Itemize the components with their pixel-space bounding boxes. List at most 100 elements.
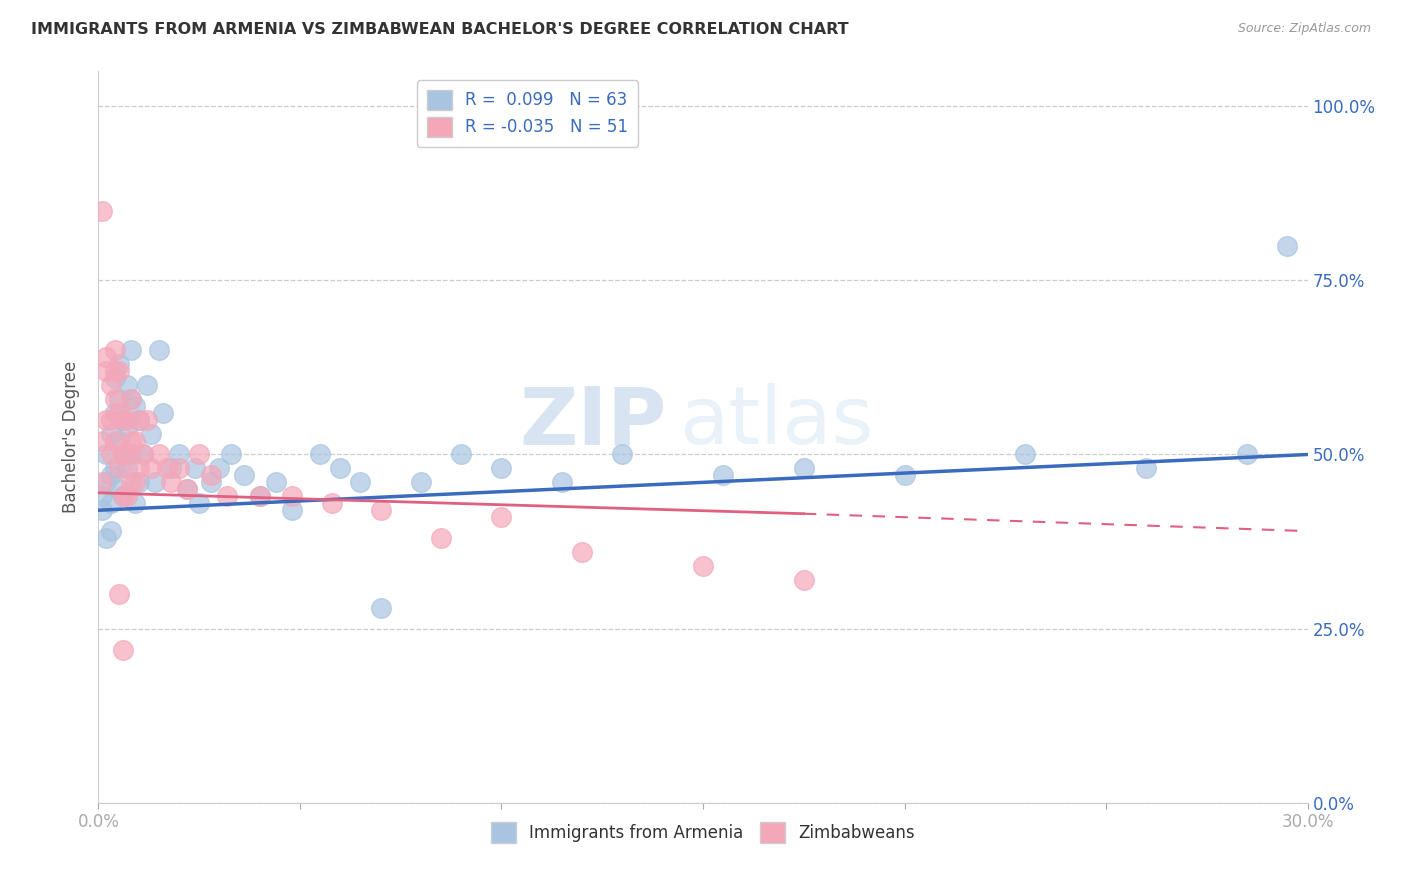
Point (176, 483, 198, 497)
Point (96, 350, 118, 364)
Point (370, 503, 392, 517)
Point (221, 448, 243, 462)
Point (91, 475, 114, 490)
Point (612, 448, 634, 462)
Point (135, 412, 157, 426)
Point (128, 412, 150, 426)
Point (100, 377, 122, 392)
Point (107, 483, 129, 497)
Point (409, 475, 432, 490)
Text: IMMIGRANTS FROM ARMENIA VS ZIMBABWEAN BACHELOR'S DEGREE CORRELATION CHART: IMMIGRANTS FROM ARMENIA VS ZIMBABWEAN BA… (31, 22, 849, 37)
Point (200, 475, 222, 490)
Point (103, 343, 125, 357)
Point (124, 434, 146, 448)
Point (430, 531, 453, 545)
Point (100, 468, 122, 483)
Point (711, 468, 734, 483)
Point (120, 392, 142, 406)
Point (91, 203, 114, 218)
Point (176, 483, 198, 497)
Point (321, 496, 343, 510)
Point (264, 475, 287, 490)
Point (217, 489, 239, 503)
Point (1277, 238, 1299, 252)
Y-axis label: Bachelor's Degree: Bachelor's Degree (62, 361, 80, 513)
Point (115, 461, 138, 475)
Point (120, 434, 142, 448)
Point (143, 475, 166, 490)
Point (107, 364, 129, 378)
Point (115, 448, 138, 462)
Text: ZIP: ZIP (519, 384, 666, 461)
Point (115, 419, 138, 434)
Point (793, 573, 815, 587)
Point (115, 412, 138, 426)
Point (128, 461, 150, 475)
Point (91, 489, 114, 503)
Point (349, 475, 371, 490)
Point (96, 412, 118, 426)
Point (120, 392, 142, 406)
Point (91, 434, 114, 448)
Point (188, 496, 211, 510)
Point (103, 434, 125, 448)
Point (111, 412, 134, 426)
Point (96, 448, 118, 462)
Point (281, 489, 304, 503)
Point (370, 600, 392, 615)
Point (120, 448, 142, 462)
Legend: Immigrants from Armenia, Zimbabweans: Immigrants from Armenia, Zimbabweans (484, 815, 922, 849)
Point (167, 448, 190, 462)
Point (103, 371, 125, 385)
Point (329, 461, 352, 475)
Point (100, 448, 122, 462)
Point (120, 343, 142, 357)
Point (96, 475, 118, 490)
Point (96, 531, 118, 545)
Point (111, 642, 134, 657)
Point (107, 392, 129, 406)
Point (103, 364, 125, 378)
Point (148, 448, 170, 462)
Point (793, 461, 815, 475)
Point (111, 448, 134, 462)
Point (1236, 448, 1258, 462)
Point (160, 475, 183, 490)
Point (1135, 461, 1157, 475)
Point (111, 412, 134, 426)
Point (100, 524, 122, 538)
Point (103, 392, 125, 406)
Point (107, 587, 129, 601)
Point (281, 503, 304, 517)
Point (111, 489, 134, 503)
Point (893, 468, 915, 483)
Point (100, 496, 122, 510)
Point (115, 377, 138, 392)
Point (132, 448, 155, 462)
Point (309, 448, 332, 462)
Point (100, 412, 122, 426)
Point (184, 461, 207, 475)
Point (232, 468, 254, 483)
Point (107, 357, 129, 371)
Point (107, 434, 129, 448)
Point (551, 475, 574, 490)
Point (111, 489, 134, 503)
Point (124, 475, 146, 490)
Point (100, 426, 122, 441)
Point (115, 489, 138, 503)
Point (152, 406, 174, 420)
Point (167, 461, 190, 475)
Point (692, 558, 714, 573)
Point (450, 448, 472, 462)
Point (128, 475, 150, 490)
Point (107, 461, 129, 475)
Point (200, 468, 222, 483)
Point (128, 412, 150, 426)
Text: Source: ZipAtlas.com: Source: ZipAtlas.com (1237, 22, 1371, 36)
Point (571, 545, 593, 559)
Point (148, 343, 170, 357)
Point (91, 503, 114, 517)
Text: atlas: atlas (679, 384, 873, 461)
Point (111, 448, 134, 462)
